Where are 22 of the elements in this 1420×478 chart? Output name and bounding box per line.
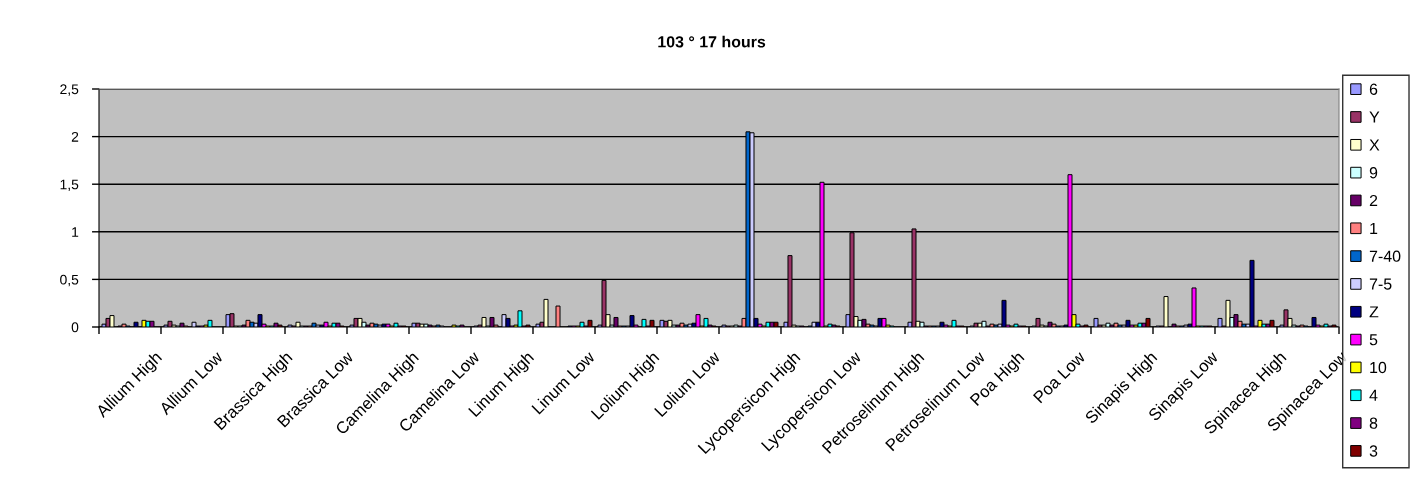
y-tick-label: 1,5 xyxy=(60,179,79,192)
legend-label: 6 xyxy=(1369,83,1378,95)
legend-label: 2 xyxy=(1369,194,1378,207)
legend-label: 10 xyxy=(1370,361,1387,374)
legend-label: X xyxy=(1369,139,1380,151)
legend-label: Y xyxy=(1369,111,1380,123)
y-tick-label: 1 xyxy=(72,227,79,237)
y-tick-label: 2,5 xyxy=(60,84,79,96)
y-tick-label: 0 xyxy=(71,322,79,333)
legend-label: 7-5 xyxy=(1369,278,1392,290)
x-tick-label: Poa Low xyxy=(1032,350,1087,404)
legend-label: 5 xyxy=(1369,334,1378,346)
chart-title: 103 ° 17 hours xyxy=(658,35,766,48)
legend-label: 9 xyxy=(1369,167,1378,179)
legend-label: Z xyxy=(1369,306,1379,318)
legend-label: 4 xyxy=(1369,389,1378,401)
y-tick-label: 2 xyxy=(71,131,79,142)
y-tick-label: 0,5 xyxy=(60,274,79,287)
legend-label: 8 xyxy=(1369,417,1378,429)
legend-label: 3 xyxy=(1369,445,1378,457)
legend-label: 1 xyxy=(1370,222,1378,234)
legend-label: 7-40 xyxy=(1369,250,1401,262)
